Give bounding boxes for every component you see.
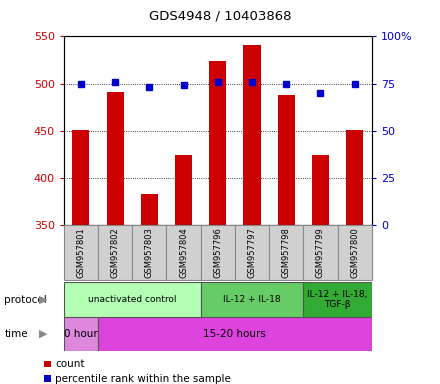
Text: IL-12 + IL-18,
TGF-β: IL-12 + IL-18, TGF-β [308,290,368,309]
Bar [132,225,166,280]
Bar [278,95,295,225]
Text: 15-20 hours: 15-20 hours [203,329,266,339]
Bar [346,130,363,225]
Text: GSM957803: GSM957803 [145,227,154,278]
Text: percentile rank within the sample: percentile rank within the sample [55,374,231,384]
Text: IL-12 + IL-18: IL-12 + IL-18 [223,295,281,304]
Bar [201,282,303,317]
Text: time: time [4,329,28,339]
Text: GSM957800: GSM957800 [350,227,359,278]
Bar [303,282,372,317]
Bar [209,61,226,225]
Bar [201,225,235,280]
Text: count: count [55,359,85,369]
Bar [64,282,201,317]
Text: GSM957799: GSM957799 [316,227,325,278]
Text: GSM957802: GSM957802 [110,227,120,278]
Bar [312,155,329,225]
Bar [175,155,192,225]
Text: GSM957801: GSM957801 [77,227,85,278]
Text: GSM957804: GSM957804 [179,227,188,278]
Bar [269,225,303,280]
Bar [303,225,337,280]
Text: unactivated control: unactivated control [88,295,176,304]
Text: GSM957797: GSM957797 [248,227,257,278]
Bar [64,225,98,280]
Text: GSM957798: GSM957798 [282,227,291,278]
Bar [64,317,98,351]
Text: protocol: protocol [4,295,47,305]
Text: ▶: ▶ [39,329,48,339]
Text: ▶: ▶ [39,295,48,305]
Text: GSM957796: GSM957796 [213,227,222,278]
Bar [235,225,269,280]
Bar [106,92,124,225]
Bar [98,317,372,351]
Bar [337,225,372,280]
Bar [243,45,260,225]
Text: 0 hour: 0 hour [64,329,98,339]
Bar [72,130,89,225]
Bar [141,194,158,225]
Bar [166,225,201,280]
Bar [98,225,132,280]
Text: GDS4948 / 10403868: GDS4948 / 10403868 [149,10,291,23]
